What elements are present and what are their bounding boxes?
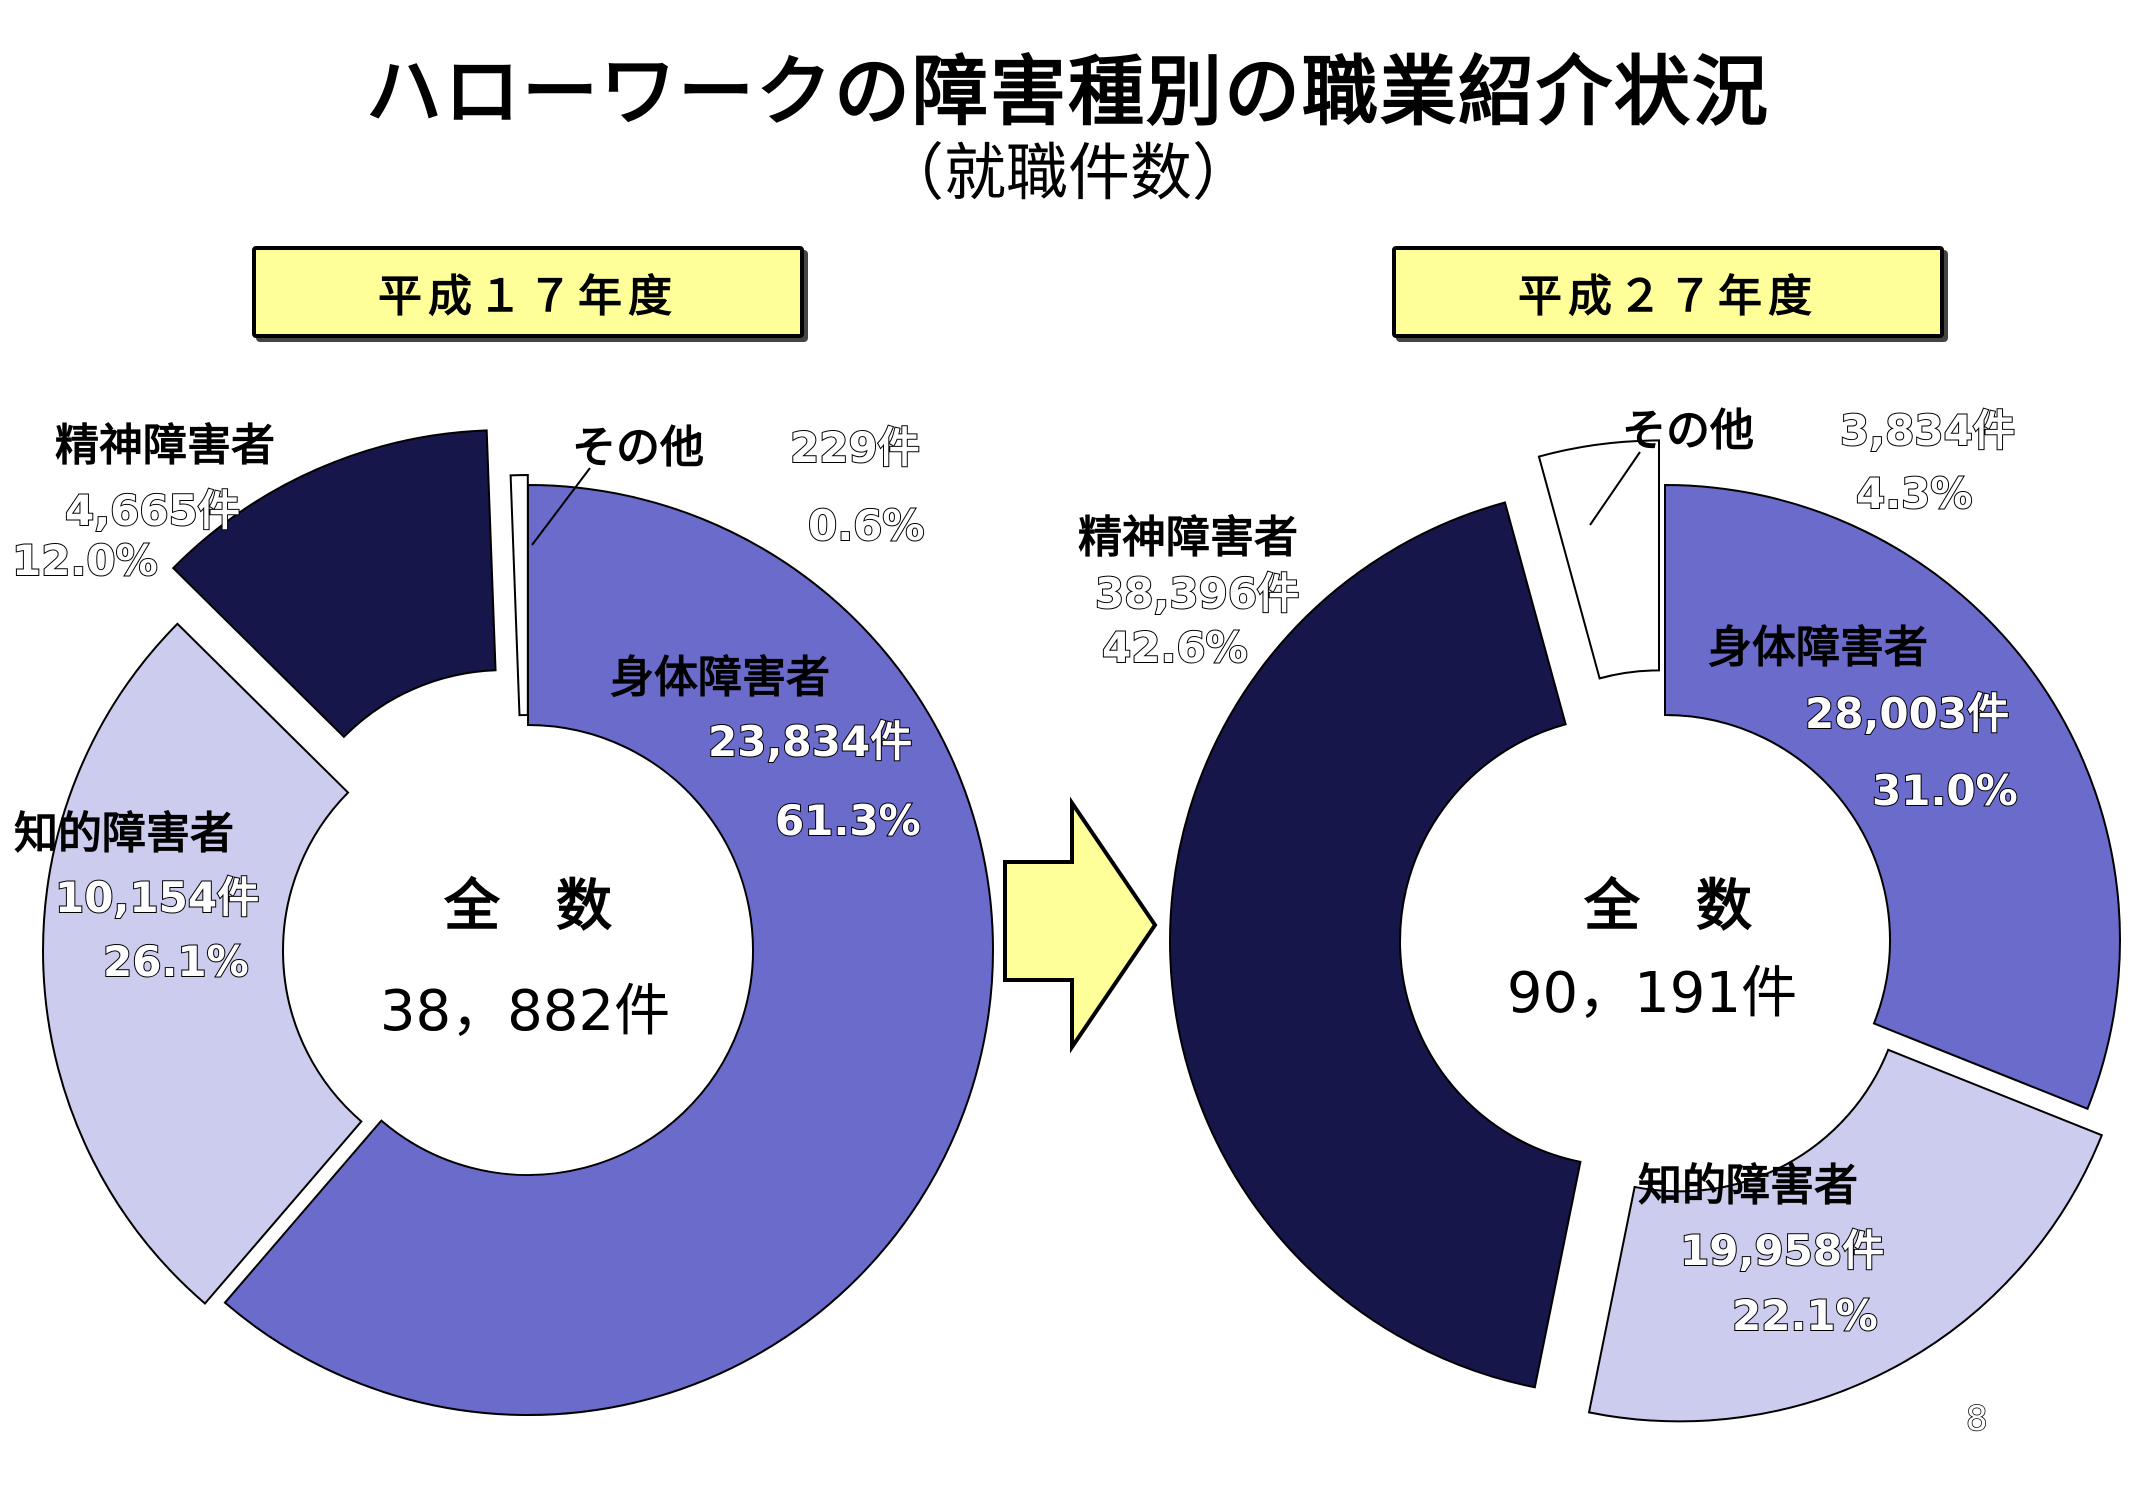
donut-chart-h27 [1169,439,2121,1423]
page-subtitle: （就職件数） [881,136,1254,209]
label-mental-count-left: 4,665件 [65,486,240,535]
label-intellectual-count-right: 19,958件 [1680,1226,1884,1275]
label-intellectual-percent-right: 22.1% [1732,1291,1878,1340]
transition-arrow-icon [1003,796,1158,1054]
slice-other-h17 [509,474,529,717]
label-other-percent-right: 4.3% [1856,469,1972,518]
center-value-left: 38，882件 [380,979,670,1044]
donut-chart-h17 [42,429,994,1416]
label-physical-count-right: 28,003件 [1805,689,2009,738]
slice-mental-h27 [1169,501,1582,1389]
leader-line-other-left [531,467,591,546]
label-other-percent-left: 0.6% [808,501,924,550]
slice-other-h27 [1537,439,1661,680]
label-physical-name-left: 身体障害者 [610,652,830,703]
label-mental-percent-left: 12.0% [12,536,158,585]
label-intellectual-name-right: 知的障害者 [1638,1160,1858,1211]
label-intellectual-percent-left: 26.1% [103,937,249,986]
label-intellectual-name-left: 知的障害者 [14,808,234,859]
label-mental-count-right: 38,396件 [1095,569,1299,618]
slice-physical-h17 [223,483,994,1416]
slice-physical-h27 [1664,483,2121,1111]
label-mental-name-right: 精神障害者 [1078,512,1298,563]
label-physical-percent-left: 61.3% [775,796,921,845]
label-physical-name-right: 身体障害者 [1708,622,1928,673]
leader-line-other-right [1589,451,1641,526]
page-number: 8 [1966,1399,1988,1439]
label-other-name-left: その他 [572,422,704,473]
center-value-right: 90，191件 [1507,961,1797,1026]
label-other-name-right: その他 [1622,405,1754,456]
year-label-right: 平成２７年度 [1392,246,1944,338]
slice-intellectual-h17 [42,622,363,1305]
center-label-right: 全 数 [1583,874,1752,939]
label-physical-count-left: 23,834件 [708,717,912,766]
slice-mental-h17 [171,429,497,739]
label-physical-percent-right: 31.0% [1872,766,2018,815]
label-intellectual-count-left: 10,154件 [55,873,259,922]
label-other-count-left: 229件 [790,423,920,472]
year-label-left: 平成１７年度 [252,246,804,338]
slice-intellectual-h27 [1587,1048,2104,1423]
label-mental-percent-right: 42.6% [1102,623,1248,672]
label-other-count-right: 3,834件 [1840,406,2015,455]
label-mental-name-left: 精神障害者 [55,420,275,471]
page-title: ハローワークの障害種別の職業紹介状況 [366,47,1770,136]
center-label-left: 全 数 [443,874,612,939]
